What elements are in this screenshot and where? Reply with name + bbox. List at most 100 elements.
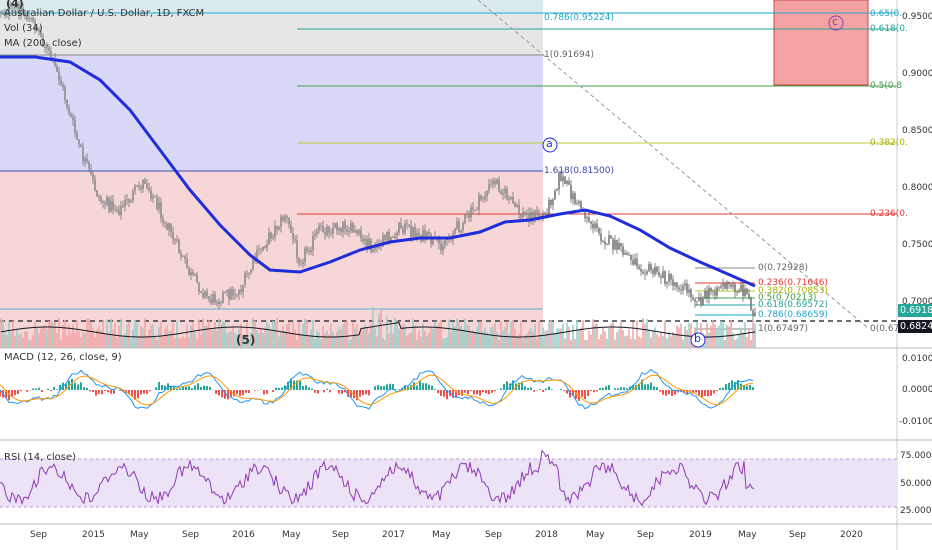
wave-c-circle[interactable]: [828, 15, 844, 31]
volume-bar: [454, 325, 456, 348]
macd-hist-bar: [239, 390, 241, 397]
candle-body: [464, 214, 466, 224]
candle-body: [304, 248, 306, 263]
candle-body: [110, 200, 112, 212]
candle-body: [194, 274, 196, 276]
chart-title[interactable]: Australian Dollar / U.S. Dollar, 1D, FXC…: [4, 8, 205, 19]
macd-hist-bar: [638, 383, 640, 390]
macd-hist-bar: [107, 390, 109, 393]
macd-legend[interactable]: MACD (12, 26, close, 9): [4, 352, 122, 363]
macd-hist-bar: [689, 390, 691, 391]
macd-hist-bar: [77, 384, 79, 390]
volume-legend[interactable]: Vol (34): [4, 23, 43, 34]
volume-bar: [192, 322, 194, 348]
candle-body: [382, 235, 384, 247]
time-tick: Sep: [485, 530, 502, 540]
candle-body: [666, 281, 668, 284]
candle-body: [558, 172, 560, 190]
ma-legend[interactable]: MA (200, close): [4, 38, 82, 49]
macd-hist-bar: [383, 386, 385, 390]
candle-body: [368, 238, 370, 250]
macd-hist-bar: [215, 390, 217, 394]
candle-body: [162, 218, 164, 223]
wave-b-circle[interactable]: [690, 332, 706, 348]
volume-bar: [312, 319, 314, 348]
candle-body: [160, 202, 162, 219]
volume-bar: [444, 338, 446, 348]
candle-body: [372, 249, 374, 252]
macd-hist-bar: [692, 390, 694, 394]
volume-bar: [242, 336, 244, 348]
macd-hist-bar: [221, 390, 223, 398]
macd-hist-bar: [326, 388, 328, 390]
trend-line[interactable]: [477, 0, 869, 329]
candle-body: [568, 180, 570, 185]
macd-hist-bar: [164, 385, 166, 390]
volume-bar: [118, 325, 120, 348]
candle-body: [316, 231, 318, 235]
volume-bar: [134, 320, 136, 348]
price-badge-current: 0.68248: [898, 320, 932, 333]
macd-hist-bar: [110, 390, 112, 394]
volume-bar: [424, 331, 426, 348]
candle-body: [26, 15, 28, 20]
volume-bar: [684, 326, 686, 348]
volume-bar: [434, 321, 436, 348]
candle-body: [234, 294, 236, 296]
volume-bar: [100, 330, 102, 348]
candle-body: [60, 80, 62, 85]
volume-bar: [284, 330, 286, 348]
volume-bar: [592, 319, 594, 348]
candle-body: [560, 172, 562, 182]
target-box[interactable]: [773, 0, 869, 86]
candle-body: [604, 241, 606, 245]
volume-bar: [306, 320, 308, 348]
volume-bar: [158, 327, 160, 348]
volume-bar: [402, 323, 404, 348]
volume-bar: [52, 322, 54, 348]
macd-hist-bar: [392, 384, 394, 390]
wave-a-circle[interactable]: [542, 137, 558, 153]
candle-body: [624, 252, 626, 255]
time-tick: May: [130, 530, 149, 540]
volume-bar: [484, 327, 486, 348]
macd-hist-bar: [290, 379, 292, 390]
macd-hist-bar: [95, 390, 97, 396]
candle-body: [422, 230, 424, 242]
candle-body: [246, 273, 248, 275]
volume-bar: [186, 324, 188, 348]
volume-bar: [544, 331, 546, 348]
candle-body: [640, 268, 642, 272]
macd-hist-bar: [245, 390, 247, 393]
volume-bar: [384, 339, 386, 348]
macd-hist-bar: [731, 380, 733, 390]
candle-body: [334, 223, 336, 228]
volume-bar: [478, 321, 480, 348]
volume-bar: [476, 326, 478, 348]
candle-body: [740, 284, 742, 291]
macd-hist-bar: [59, 384, 61, 390]
macd-hist-bar: [587, 390, 589, 396]
candle-body: [510, 196, 512, 199]
volume-bar: [278, 336, 280, 348]
candle-body: [484, 196, 486, 200]
volume-bar: [364, 324, 366, 348]
rsi-legend[interactable]: RSI (14, close): [4, 452, 77, 463]
candle-body: [12, 4, 14, 7]
macd-hist-bar: [266, 390, 268, 394]
candle-body: [2, 13, 4, 15]
macd-hist-bar: [368, 390, 370, 396]
volume-bar: [480, 321, 482, 348]
volume-bar: [638, 336, 640, 348]
time-tick: Sep: [30, 530, 47, 540]
volume-bar: [678, 327, 680, 348]
macd-hist-bar: [470, 390, 472, 391]
candle-body: [68, 107, 70, 114]
candle-body: [600, 233, 602, 241]
volume-bar: [630, 338, 632, 348]
candle-body: [192, 272, 194, 275]
candle-body: [556, 189, 558, 191]
volume-bar: [274, 321, 276, 348]
